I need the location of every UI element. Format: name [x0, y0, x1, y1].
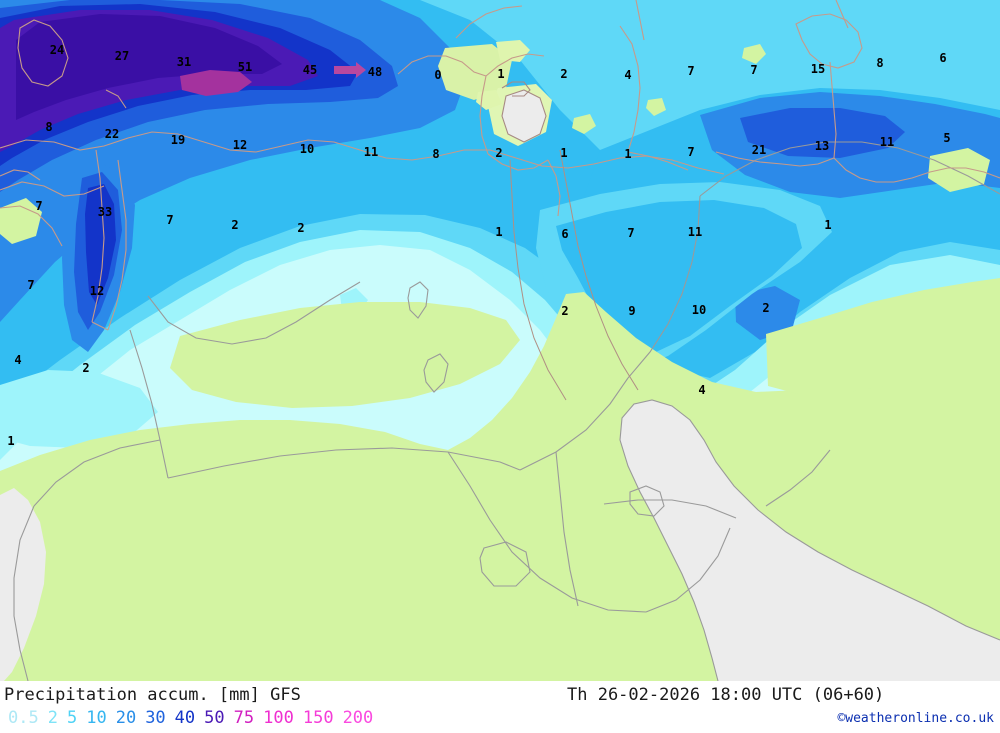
lake-outline: [501, 89, 547, 143]
forecast-timestamp: Th 26-02-2026 18:00 UTC (06+60): [567, 685, 885, 705]
rivers: [509, 149, 639, 401]
red-sea-strip: [0, 640, 10, 681]
page-title: Precipitation accum. [mm] GFS: [4, 685, 301, 705]
land-patch-b: [496, 40, 530, 62]
precip-patch-e-20mm: [735, 286, 800, 340]
scale-tick: 0.5: [8, 708, 39, 728]
precip-pocket-left: [0, 370, 158, 448]
land-mask-east: [766, 278, 1000, 394]
gulf-inlet: [629, 485, 665, 517]
land-wedge-levant: [170, 302, 520, 408]
scale-tick: 200: [342, 708, 374, 728]
precip-spine-40mm: [85, 184, 116, 305]
persian-gulf: [620, 400, 1000, 681]
precip-band-75mm: [16, 14, 282, 120]
scale-tick: 40: [174, 708, 196, 728]
precipitation-map[interactable]: 24 27 31 51 45 48 0 1 2 4 7 7 15 8 6 8 22 19 12 10 11 8 2 1 1 7 21…: [0, 0, 1000, 681]
scale-tick: 150: [302, 708, 334, 728]
precip-blob-ne-30mm: [740, 108, 905, 158]
scale-tick: 10: [86, 708, 107, 728]
scale-tick: 20: [115, 708, 137, 728]
land-patch-f: [928, 148, 990, 192]
wadi-shape-a: [407, 281, 429, 319]
scale-tick: 100: [263, 708, 294, 728]
scale-tick: 50: [204, 708, 225, 728]
inland-lake: [502, 90, 546, 142]
mediterranean-sea: [0, 488, 46, 681]
wadi-shape-b: [423, 353, 449, 393]
land-patch-i: [646, 98, 666, 116]
scale-tick: 30: [145, 708, 166, 728]
map-footer: Precipitation accum. [mm] GFS Th 26-02-2…: [0, 681, 1000, 733]
land-patch-e: [742, 44, 766, 64]
scale-tick: 75: [233, 708, 255, 728]
copyright-credit: ©weatheronline.co.uk: [837, 711, 994, 726]
scale-tick: 5: [66, 708, 78, 728]
lake-outline-upper: [501, 81, 531, 97]
color-scale-legend: 0.5 2 5 10 20 30 40 50 75 100 150 200: [8, 708, 373, 728]
gulf-coastline: [619, 399, 1000, 681]
coastlines: [0, 0, 1000, 331]
land-patch-g: [0, 198, 42, 244]
precip-band-100mm: [180, 70, 252, 96]
map-canvas: [0, 0, 1000, 681]
precip-lobe-zagros-10mm: [556, 200, 802, 352]
land-patch-h: [572, 114, 596, 134]
wadi-shape-c: [479, 541, 531, 587]
scale-tick: 2: [47, 708, 58, 728]
precip-marker-arrow: [334, 62, 366, 78]
